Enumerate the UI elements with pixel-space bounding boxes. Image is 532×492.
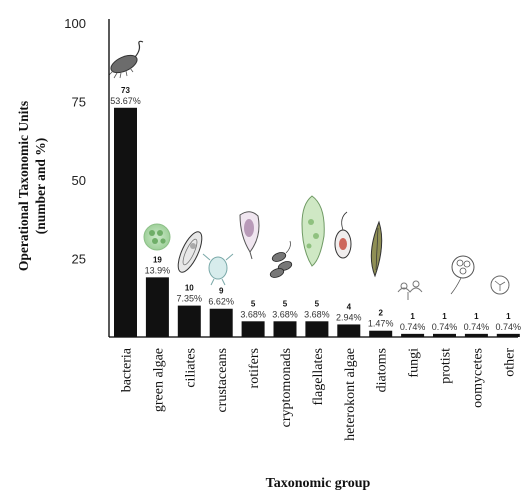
x-axis-title: Taxonomic group [266,476,371,491]
bar-percent-label: 53.67% [110,96,141,106]
flagellates-illustration [301,195,325,267]
oomycetes-illustration [450,255,475,295]
bar-percent-label: 3.68% [304,309,330,319]
bar-percent-label: 6.62% [208,297,234,307]
ciliates-illustration [177,231,203,273]
x-tick-label: cryptomonads [279,348,294,427]
bar-percent-label: 7.35% [177,294,203,304]
x-tick-label: oomycetes [470,348,485,408]
y-axis-title: Operational Taxonomic Units [16,101,31,271]
rotifers-illustration [239,211,260,260]
bar-diatoms [369,330,393,337]
bar-bacteria [114,107,137,337]
bar-count-label: 1 [410,312,415,321]
other-illustration [490,275,510,295]
bar-percent-label: 1.47% [368,319,394,329]
x-tick-label: other [502,348,517,377]
x-tick-label: crustaceans [215,348,230,413]
bar-crustaceans [209,308,233,337]
bar-cryptomonads [273,321,297,337]
x-tick-label: bacteria [120,347,135,392]
bar-percent-label: 3.68% [272,309,298,319]
cryptomonads-illustration [269,240,293,278]
bacteria-illustration [108,40,144,79]
bar-percent-label: 0.74% [400,322,426,332]
bar-count-label: 1 [474,312,479,321]
bar-count-label: 1 [442,312,447,321]
bar-percent-label: 3.68% [240,309,266,319]
bar-other [496,333,520,337]
bar-count-label: 2 [378,309,383,318]
y-axis-subtitle: (number and %) [33,138,48,235]
bar-fungi [401,333,425,337]
bar-green-algae [145,277,169,337]
bar-count-label: 10 [185,284,194,293]
x-tick-label: rotifers [247,348,262,388]
bar-protist [433,333,456,337]
bar-count-label: 1 [506,312,511,321]
heterokont-algae-illustration [334,211,352,259]
x-tick-label: green algae [151,348,166,412]
x-tick-label: fungi [407,348,422,378]
x-tick-label: diatoms [375,348,390,392]
bar-count-label: 5 [283,299,288,308]
x-tick-label: heterokont algae [343,348,358,441]
bar-ciliates [177,305,201,337]
bar-rotifers [241,321,265,337]
bar-percent-label: 0.74% [432,322,458,332]
bar-count-label: 9 [219,287,224,296]
organism-illustrations [108,40,510,300]
x-tick-label: protist [439,348,454,384]
bar-oomycetes [464,333,488,337]
diatoms-illustration [370,220,383,278]
x-tick-label: flagellates [311,348,326,406]
bars-group [114,107,520,337]
bar-count-label: 5 [251,299,256,308]
x-tick-label: ciliates [183,348,198,388]
bar-heterokont-algae [337,324,361,337]
y-tick-label: 25 [72,252,86,267]
bar-count-label: 73 [121,86,130,95]
bar-percent-label: 0.74% [496,322,522,332]
fungi-illustration [397,280,423,300]
y-tick-label: 100 [64,16,86,31]
bar-count-label: 5 [315,299,320,308]
y-tick-label: 75 [72,95,86,110]
bar-count-label: 4 [347,302,352,311]
crustaceans-illustration [202,253,234,286]
bar-percent-label: 2.94% [336,312,362,322]
green-algae-illustration [143,223,171,251]
y-tick-label: 50 [72,173,86,188]
bar-percent-label: 13.9% [145,265,171,275]
bar-count-label: 19 [153,255,162,264]
chart-axes [108,19,518,338]
bar-percent-label: 0.74% [464,322,490,332]
bar-flagellates [305,321,329,337]
